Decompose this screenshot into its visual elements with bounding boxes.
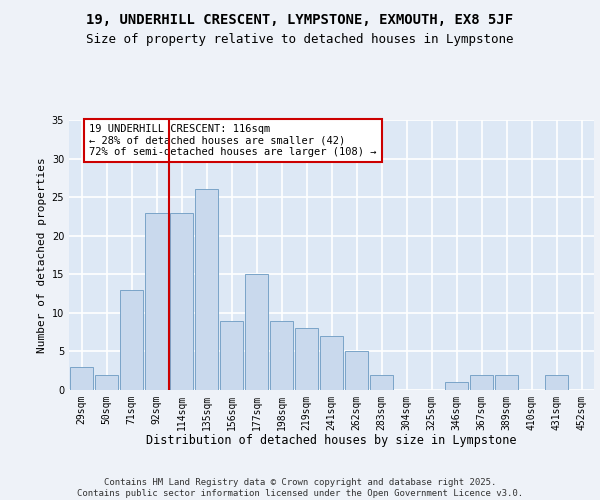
Text: 19, UNDERHILL CRESCENT, LYMPSTONE, EXMOUTH, EX8 5JF: 19, UNDERHILL CRESCENT, LYMPSTONE, EXMOU… [86,12,514,26]
X-axis label: Distribution of detached houses by size in Lympstone: Distribution of detached houses by size … [146,434,517,448]
Bar [470,374,493,390]
Bar [344,352,368,390]
Bar [119,290,143,390]
Text: Contains HM Land Registry data © Crown copyright and database right 2025.
Contai: Contains HM Land Registry data © Crown c… [77,478,523,498]
Bar [545,374,568,390]
Bar [145,212,169,390]
Bar [245,274,268,390]
Text: 19 UNDERHILL CRESCENT: 116sqm
← 28% of detached houses are smaller (42)
72% of s: 19 UNDERHILL CRESCENT: 116sqm ← 28% of d… [89,124,377,157]
Y-axis label: Number of detached properties: Number of detached properties [37,157,47,353]
Bar [269,320,293,390]
Bar [194,190,218,390]
Bar [320,336,343,390]
Bar [445,382,469,390]
Bar [295,328,319,390]
Bar [70,367,94,390]
Bar [220,320,244,390]
Bar [95,374,118,390]
Bar [370,374,394,390]
Text: Size of property relative to detached houses in Lympstone: Size of property relative to detached ho… [86,32,514,46]
Bar [494,374,518,390]
Bar [170,212,193,390]
